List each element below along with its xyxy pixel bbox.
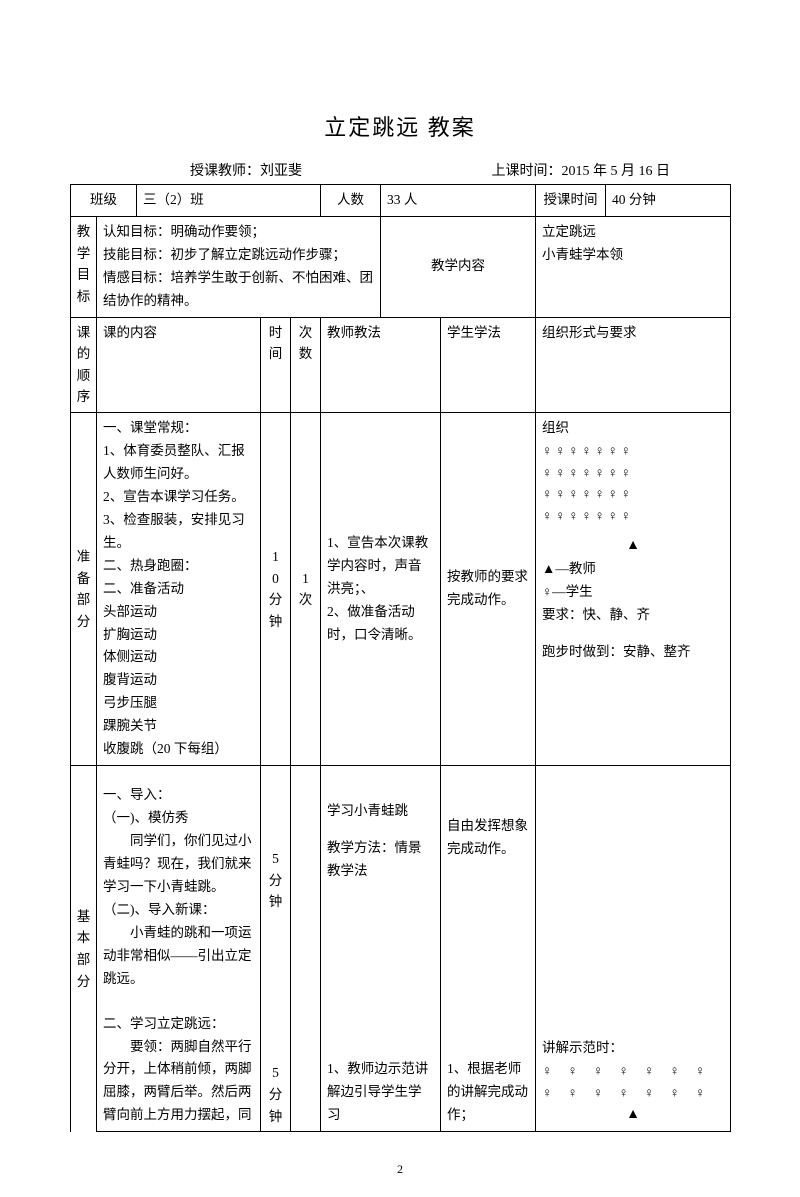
- prep-count: 1次: [291, 413, 321, 766]
- learn-org: 讲解示范时： ♀ ♀ ♀ ♀ ♀ ♀ ♀ ♀ ♀ ♀ ♀ ♀ ♀ ♀ ▲: [536, 995, 731, 1132]
- count-label: 人数: [321, 185, 381, 217]
- col-org: 组织形式与要求: [536, 317, 731, 412]
- basic-learn: 二、学习立定跳远： 要领：两脚自然平行分开，上体稍前倾，两脚屈膝，两臂后举。然后…: [97, 995, 261, 1132]
- duration-value: 40 分钟: [606, 185, 731, 217]
- prep-time: 10分钟: [261, 413, 291, 766]
- table-row: 班级 三（2）班 人数 33 人 授课时间 40 分钟: [71, 185, 731, 217]
- intro-learn: 自由发挥想象完成动作。: [441, 766, 536, 995]
- class-value: 三（2）班: [137, 185, 321, 217]
- table-row: 二、学习立定跳远： 要领：两脚自然平行分开，上体稍前倾，两脚屈膝，两臂后举。然后…: [71, 995, 731, 1132]
- time-label: 上课时间：2015 年 5 月 16 日: [492, 160, 671, 180]
- learn-learn: 1、根据老师的讲解完成动作；: [441, 995, 536, 1132]
- col-count: 次数: [291, 317, 321, 412]
- prep-org: 组织 ♀♀♀♀♀♀♀ ♀♀♀♀♀♀♀ ♀♀♀♀♀♀♀ ♀♀♀♀♀♀♀ ▲ ▲—教…: [536, 413, 731, 766]
- intro-org: [536, 766, 731, 995]
- basic-intro: 一、导入： （一)、模仿秀 同学们，你们见过小青蛙吗？现在，我们就来学习一下小青…: [97, 766, 261, 995]
- content-value: 立定跳远 小青蛙学本领: [536, 216, 731, 317]
- sequence-label: 课的顺序: [71, 317, 97, 412]
- learn-time: 5分钟: [261, 995, 291, 1132]
- class-label: 班级: [71, 185, 137, 217]
- table-row: 课的顺序 课的内容 时间 次数 教师教法 学生学法 组织形式与要求: [71, 317, 731, 412]
- prep-label: 准备部分: [71, 413, 97, 766]
- intro-teach: 学习小青蛙跳 教学方法：情景教学法: [321, 766, 441, 995]
- col-learn: 学生学法: [441, 317, 536, 412]
- table-row: 准备部分 一、课堂常规： 1、体育委员整队、汇报人数师生问好。 2、宣告本课学习…: [71, 413, 731, 766]
- teacher-label: 授课教师：刘亚斐: [190, 160, 302, 180]
- prep-learn: 按教师的要求完成动作。: [441, 413, 536, 766]
- count-value: 33 人: [381, 185, 536, 217]
- intro-count: [291, 766, 321, 995]
- col-teach: 教师教法: [321, 317, 441, 412]
- col-time: 时间: [261, 317, 291, 412]
- lesson-table: 班级 三（2）班 人数 33 人 授课时间 40 分钟 教学目标 认知目标：明确…: [70, 184, 731, 1132]
- col-content: 课的内容: [97, 317, 261, 412]
- table-row: 基本部分 一、导入： （一)、模仿秀 同学们，你们见过小青蛙吗？现在，我们就来学…: [71, 766, 731, 995]
- page-number: 2: [70, 1162, 730, 1177]
- basic-label: 基本部分: [71, 766, 97, 1132]
- objectives-label: 教学目标: [71, 216, 97, 317]
- meta-row: 授课教师：刘亚斐 上课时间：2015 年 5 月 16 日: [70, 160, 730, 184]
- learn-teach: 1、教师边示范讲解边引导学生学习: [321, 995, 441, 1132]
- learn-count: [291, 995, 321, 1132]
- intro-time: 5分钟: [261, 766, 291, 995]
- content-label: 教学内容: [381, 216, 536, 317]
- duration-label: 授课时间: [536, 185, 606, 217]
- objectives-text: 认知目标：明确动作要领； 技能目标：初步了解立定跳远动作步骤； 情感目标：培养学…: [97, 216, 381, 317]
- table-row: 教学目标 认知目标：明确动作要领； 技能目标：初步了解立定跳远动作步骤； 情感目…: [71, 216, 731, 317]
- page-title: 立定跳远 教案: [70, 110, 730, 142]
- prep-content: 一、课堂常规： 1、体育委员整队、汇报人数师生问好。 2、宣告本课学习任务。 3…: [97, 413, 261, 766]
- prep-teach: 1、宣告本次课教学内容时，声音洪亮；、 2、做准备活动时，口令清晰。: [321, 413, 441, 766]
